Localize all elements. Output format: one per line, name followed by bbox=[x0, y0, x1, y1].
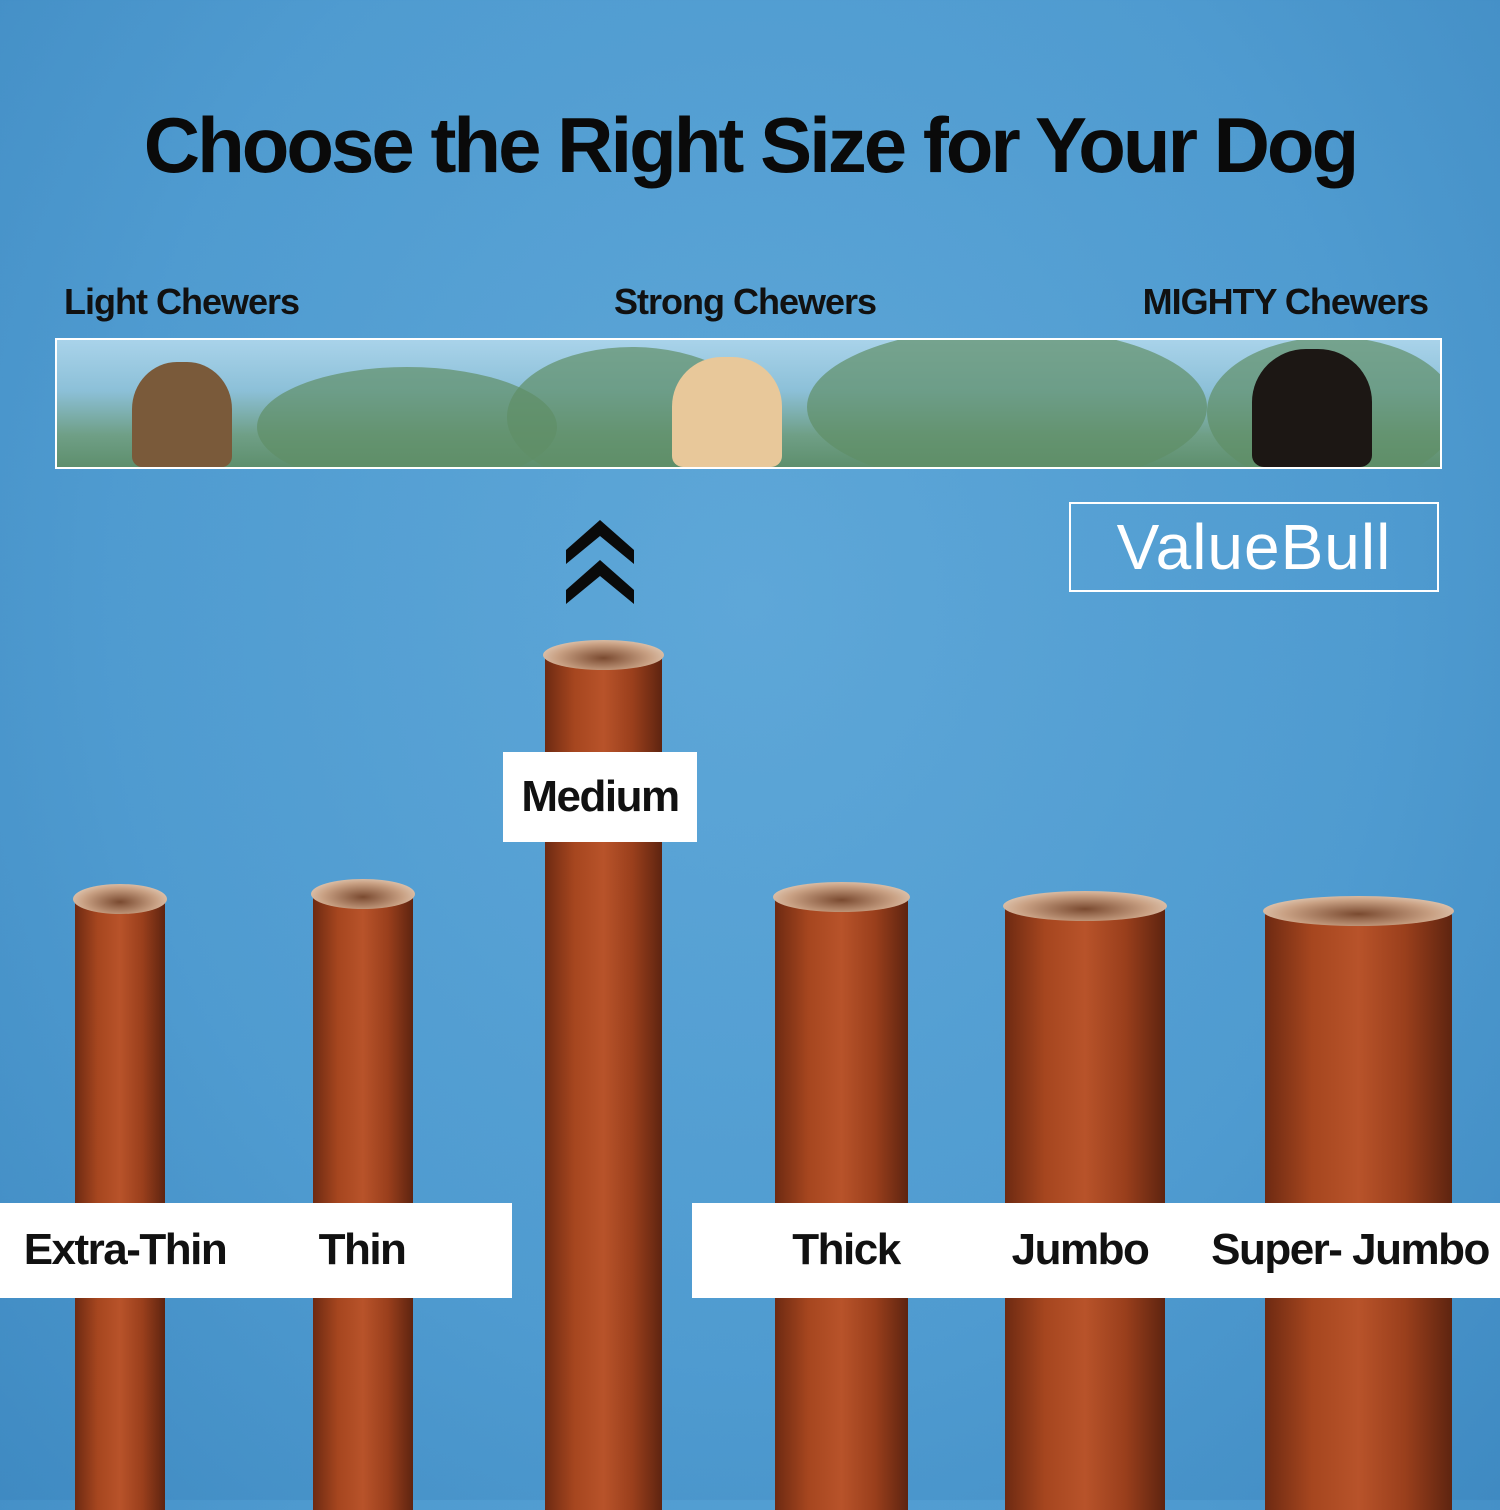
label-bar-right bbox=[692, 1203, 1500, 1298]
small-dog-image bbox=[132, 362, 232, 467]
chewer-label-light: Light Chewers bbox=[64, 281, 300, 322]
page-title: Choose the Right Size for Your Dog bbox=[143, 101, 1359, 189]
medium-dog-image bbox=[672, 357, 782, 467]
size-label-medium: Medium bbox=[521, 772, 680, 821]
size-label-super-jumbo: Super- Jumbo bbox=[1211, 1225, 1490, 1274]
chewer-label-strong: Strong Chewers bbox=[614, 281, 877, 322]
stick-thin bbox=[311, 879, 415, 1510]
double-chevron-up-icon bbox=[566, 520, 634, 604]
chewer-label-mighty: MIGHTY Chewers bbox=[1142, 281, 1429, 322]
size-label-thin: Thin bbox=[318, 1225, 407, 1274]
dog-banner bbox=[55, 338, 1442, 469]
label-box-medium bbox=[503, 752, 697, 842]
label-bar-left bbox=[0, 1203, 512, 1298]
size-label-extra-thin: Extra-Thin bbox=[23, 1225, 228, 1274]
size-label-jumbo: Jumbo bbox=[1011, 1225, 1150, 1274]
size-label-thick: Thick bbox=[792, 1225, 901, 1274]
valuebull-logo: ValueBull bbox=[1069, 502, 1439, 592]
large-dog-image bbox=[1252, 349, 1372, 467]
